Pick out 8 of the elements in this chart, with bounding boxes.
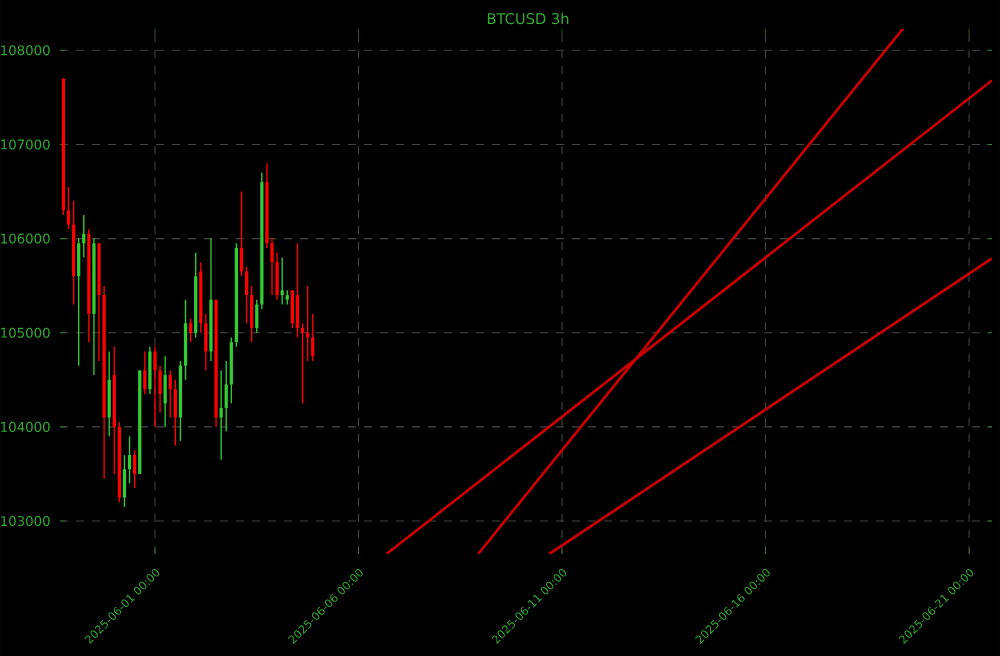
candlestick (133, 449, 137, 489)
candlestick (143, 350, 147, 395)
candlestick (148, 346, 152, 395)
candlestick (153, 346, 157, 428)
candlestick (107, 350, 111, 437)
candlestick (163, 355, 167, 428)
candlestick (280, 256, 284, 306)
candlestick (188, 317, 193, 343)
